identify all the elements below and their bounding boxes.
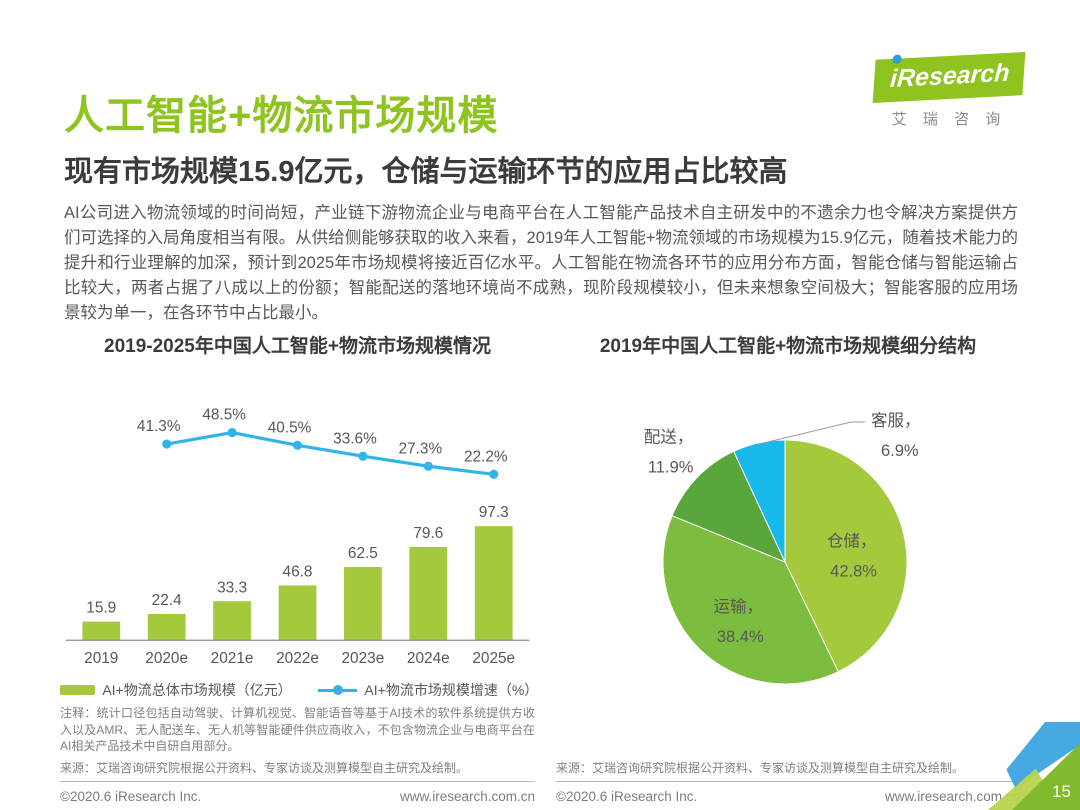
pie-label-name: 配送，: [644, 428, 694, 447]
line-point: [358, 451, 368, 461]
pie-slice: [671, 450, 786, 563]
line-point: [227, 428, 237, 438]
bar-value-label: 46.8: [283, 563, 313, 580]
left-footer-divider: [60, 781, 535, 782]
pie-label-name: 客服，: [871, 411, 921, 430]
bar: [409, 546, 448, 641]
left-footer-website: www.iresearch.com.cn: [399, 789, 535, 804]
legend-label: AI+物流市场规模增速（%）: [364, 682, 539, 698]
bar-value-label: 22.4: [152, 592, 182, 609]
line-point: [489, 469, 499, 479]
left-chart-title: 2019-2025年中国人工智能+物流市场规模情况: [104, 336, 491, 357]
x-axis-label: 2025e: [472, 650, 515, 667]
bar: [213, 601, 251, 641]
x-axis-label: 2022e: [276, 650, 319, 667]
legend-item: AI+物流总体市场规模（亿元）: [60, 680, 292, 700]
body-paragraph: AI公司进入物流领域的时间尚短，产业链下游物流企业与电商平台在人工智能产品技术自…: [64, 203, 1018, 322]
logo-brand-text: iResearch: [889, 58, 1011, 94]
right-footer: ©2020.6 iResearch Inc. www.iresearch.com…: [556, 789, 1020, 804]
x-axis-label: 2019: [84, 650, 118, 667]
page-subtitle: 现有市场规模15.9亿元，仓储与运输环节的应用占比较高: [64, 156, 788, 189]
pie-slice: [662, 515, 839, 685]
line-value-label: 41.3%: [137, 418, 181, 435]
bar-value-label: 15.9: [86, 600, 116, 617]
page-title: 人工智能+物流市场规模: [64, 93, 499, 138]
line-point: [162, 439, 172, 449]
logo-caption: 艾 瑞 咨 询: [891, 111, 1007, 128]
line-value-label: 48.5%: [202, 407, 246, 424]
bar-value-label: 62.5: [348, 545, 378, 562]
bar-value-label: 97.3: [479, 504, 509, 521]
pie-leader-line: [758, 421, 865, 445]
line-value-label: 27.3%: [399, 440, 443, 457]
right-chart-panel: 2019年中国人工智能+物流市场规模细分结构 仓储， 42.8% 运输， 38.4% 配…: [556, 334, 1020, 804]
growth-line: [165, 431, 496, 476]
pie-label-name: 运输，: [713, 597, 763, 616]
bar: [344, 566, 382, 641]
pie-label-value: 11.9%: [648, 459, 694, 477]
combo-legend: AI+物流总体市场规模（亿元） AI+物流市场规模增速（%）: [60, 680, 539, 700]
legend-label: AI+物流总体市场规模（亿元）: [102, 682, 292, 698]
page-number: 15: [1052, 782, 1071, 801]
pie-label-value: 38.4%: [717, 628, 764, 646]
left-footer: ©2020.6 iResearch Inc. www.iresearch.com…: [60, 789, 535, 804]
line-point: [292, 440, 303, 450]
line-legend-dot-icon: [332, 685, 343, 695]
x-axis-label: 2023e: [342, 650, 385, 667]
right-footer-website: www.iresearch.com.cn: [884, 789, 1020, 804]
line-point: [423, 461, 433, 471]
line-legend-swatch-icon: [318, 685, 358, 695]
line-value-label: 33.6%: [333, 430, 377, 447]
left-chart-source: 来源：艾瑞咨询研究院根据公开资料、专家访谈及测算模型自主研究及绘制。: [60, 760, 469, 775]
right-chart-title: 2019年中国人工智能+物流市场规模细分结构: [599, 336, 977, 357]
pie-slice: [733, 439, 786, 563]
bar: [82, 621, 121, 641]
line-value-label: 40.5%: [268, 419, 312, 436]
iresearch-logo: iResearch 艾 瑞 咨 询: [872, 51, 1026, 129]
iresearch-logo-flag: iResearch: [872, 51, 1026, 104]
bar-legend-swatch-icon: [60, 685, 96, 695]
bar: [147, 613, 186, 641]
right-chart-source: 来源：艾瑞咨询研究院根据公开资料、专家访谈及测算模型自主研究及绘制。: [556, 760, 965, 775]
logo-dot-icon: [892, 54, 903, 64]
x-axis-label: 2024e: [407, 650, 450, 667]
left-chart-note: 注释：统计口径包括自动驾驶、计算机视觉、智能语音等基于AI技术的软件系统提供方收…: [60, 706, 535, 753]
bar: [278, 585, 317, 641]
pie-label-name: 仓储，: [827, 532, 877, 551]
bar-value-label: 33.3: [217, 579, 247, 596]
x-axis-label: 2020e: [145, 650, 188, 667]
line-value-label: 22.2%: [464, 448, 508, 465]
legend-item: AI+物流市场规模增速（%）: [318, 680, 539, 700]
left-footer-copyright: ©2020.6 iResearch Inc.: [60, 789, 202, 804]
right-footer-divider: [556, 781, 1020, 782]
left-chart-panel: 2019-2025年中国人工智能+物流市场规模情况 15.9 22.4 33.3 46…: [60, 334, 539, 804]
x-axis-label: 2021e: [211, 650, 254, 667]
bar-value-label: 79.6: [413, 525, 443, 542]
bar: [474, 526, 513, 641]
bar-line-chart: 15.9 22.4 33.3 46.8 62.5 79.6 97.3 2019 2020e 202…: [65, 407, 530, 667]
pie-slice: [784, 439, 908, 673]
pie-chart: 仓储， 42.8% 运输， 38.4% 配送， 11.9% 客服， 6.9%: [644, 411, 921, 685]
pie-label-value: 6.9%: [881, 442, 919, 460]
right-footer-copyright: ©2020.6 iResearch Inc.: [556, 789, 698, 804]
pie-label-value: 42.8%: [830, 563, 877, 581]
